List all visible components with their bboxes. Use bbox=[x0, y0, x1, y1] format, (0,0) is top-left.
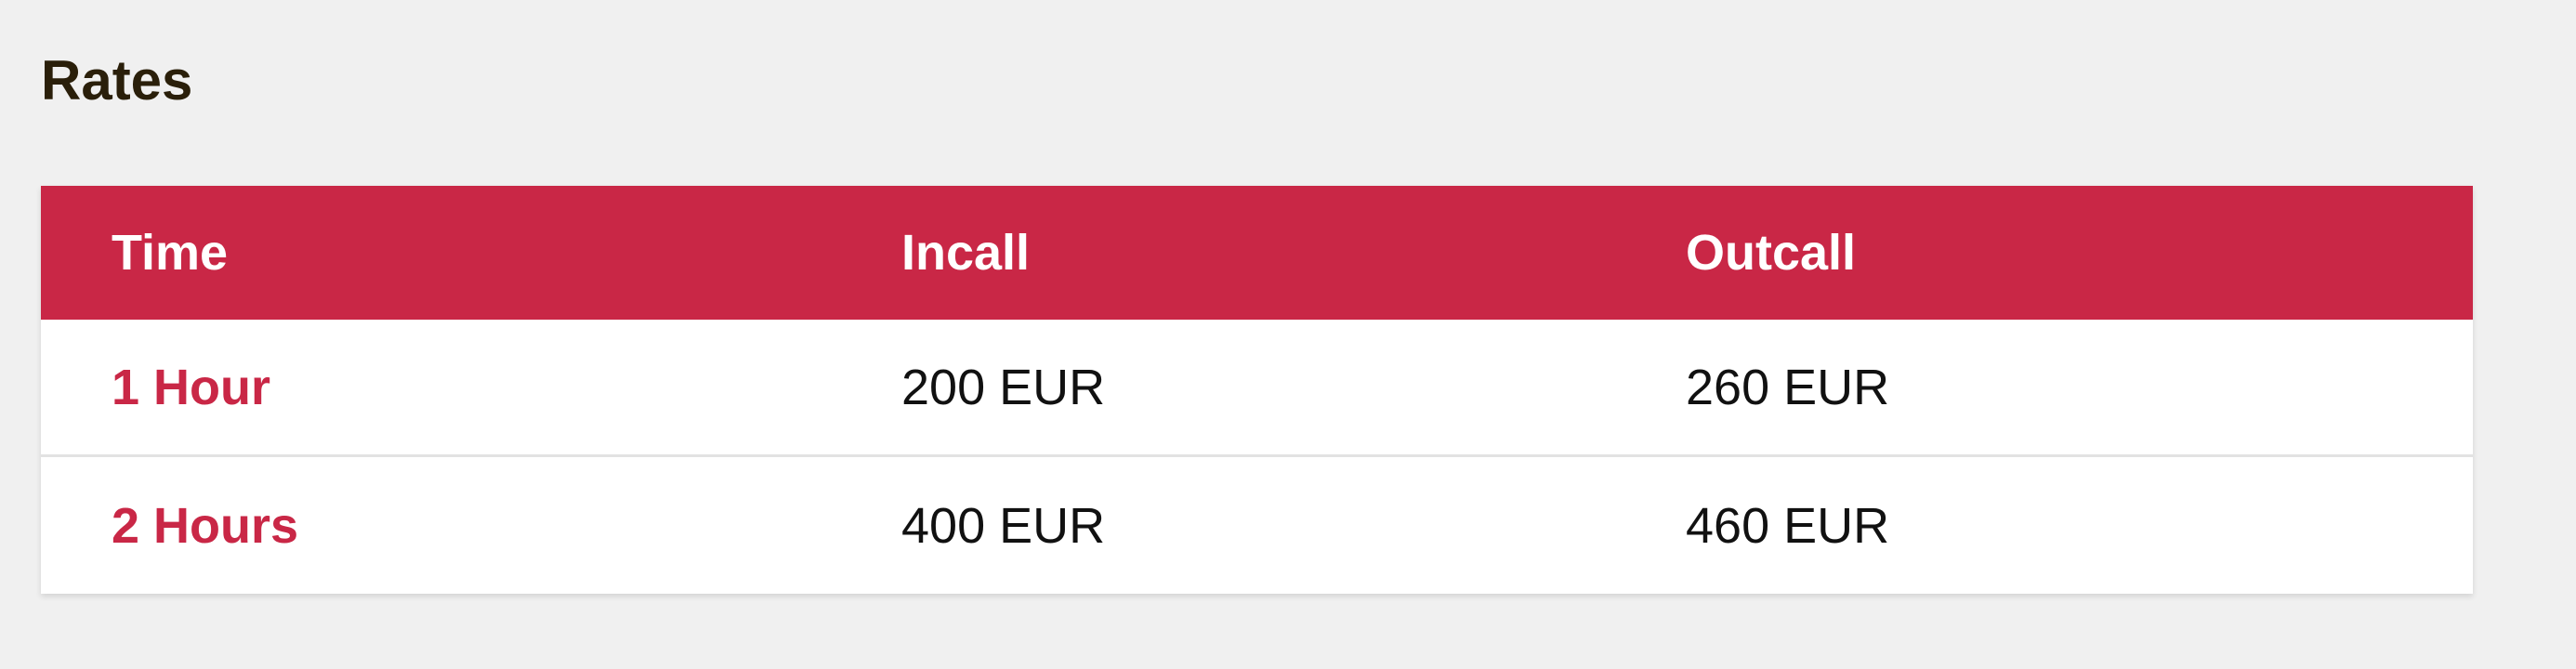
incall-cell: 200 EUR bbox=[901, 359, 1106, 415]
time-cell: 2 Hours bbox=[112, 497, 299, 554]
table-header: Time Incall Outcall bbox=[41, 186, 2473, 320]
time-cell: 1 Hour bbox=[112, 359, 271, 415]
table-row: 2 Hours 400 EUR 460 EUR bbox=[41, 457, 2473, 594]
outcall-cell: 460 EUR bbox=[1686, 497, 1890, 554]
header-time: Time bbox=[112, 225, 229, 281]
header-outcall: Outcall bbox=[1686, 225, 1857, 281]
rates-table: Time Incall Outcall 1 Hour 200 EUR 260 E… bbox=[41, 186, 2473, 594]
outcall-cell: 260 EUR bbox=[1686, 359, 1890, 415]
incall-cell: 400 EUR bbox=[901, 497, 1106, 554]
table-row: 1 Hour 200 EUR 260 EUR bbox=[41, 320, 2473, 457]
page-title: Rates bbox=[41, 49, 193, 112]
header-incall: Incall bbox=[901, 225, 1031, 281]
